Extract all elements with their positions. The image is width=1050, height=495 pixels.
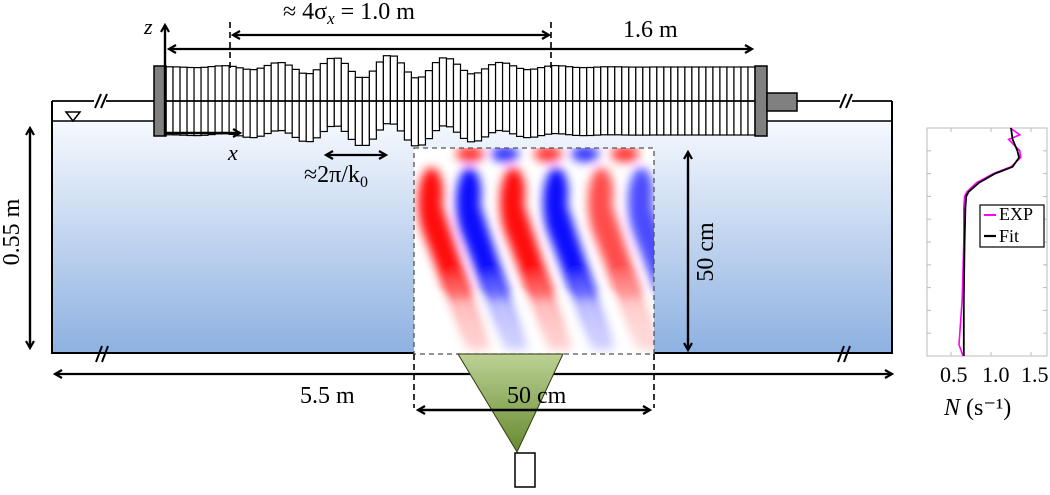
free-surface-icon — [64, 111, 82, 123]
tank-length-label: 5.5 m — [300, 383, 355, 409]
x-axis-label: x — [228, 140, 238, 165]
legend-box — [979, 204, 1045, 248]
wavemaker-length-label: 1.6 m — [623, 17, 678, 43]
piv-window-frame — [413, 147, 655, 355]
piv-height-label: 50 cm — [693, 222, 719, 282]
camera-fov — [457, 353, 564, 454]
camera-icon — [514, 452, 536, 488]
legend-exp-label: EXP — [999, 204, 1034, 224]
break-marks — [94, 92, 853, 363]
wavemaker-right-end — [754, 65, 768, 137]
fit-curve — [962, 127, 1020, 356]
piv-vorticity-field — [414, 148, 654, 354]
z-axis-label: z — [144, 14, 153, 39]
x-tick-2: 1.5 — [1021, 362, 1049, 387]
wavemaker — [165, 55, 756, 147]
stratification-plot — [926, 127, 1048, 357]
dimension-arrows-top — [169, 22, 752, 155]
depth-label: 0.55 m — [0, 198, 25, 266]
x-tick-1: 1.0 — [982, 362, 1010, 387]
envelope-width-label: ≈ 4σx = 1.0 m — [283, 0, 415, 28]
wavemaker-motor-block — [766, 92, 798, 112]
exp-curve — [958, 127, 1022, 357]
x-axis-title: N (s⁻¹) — [944, 395, 1012, 421]
x-tick-0: 0.5 — [940, 362, 968, 387]
piv-width-label: 50 cm — [507, 383, 567, 409]
wavelength-label: ≈2π/k0 — [304, 162, 368, 191]
axes — [165, 25, 240, 136]
legend-fit-label: Fit — [999, 226, 1020, 246]
